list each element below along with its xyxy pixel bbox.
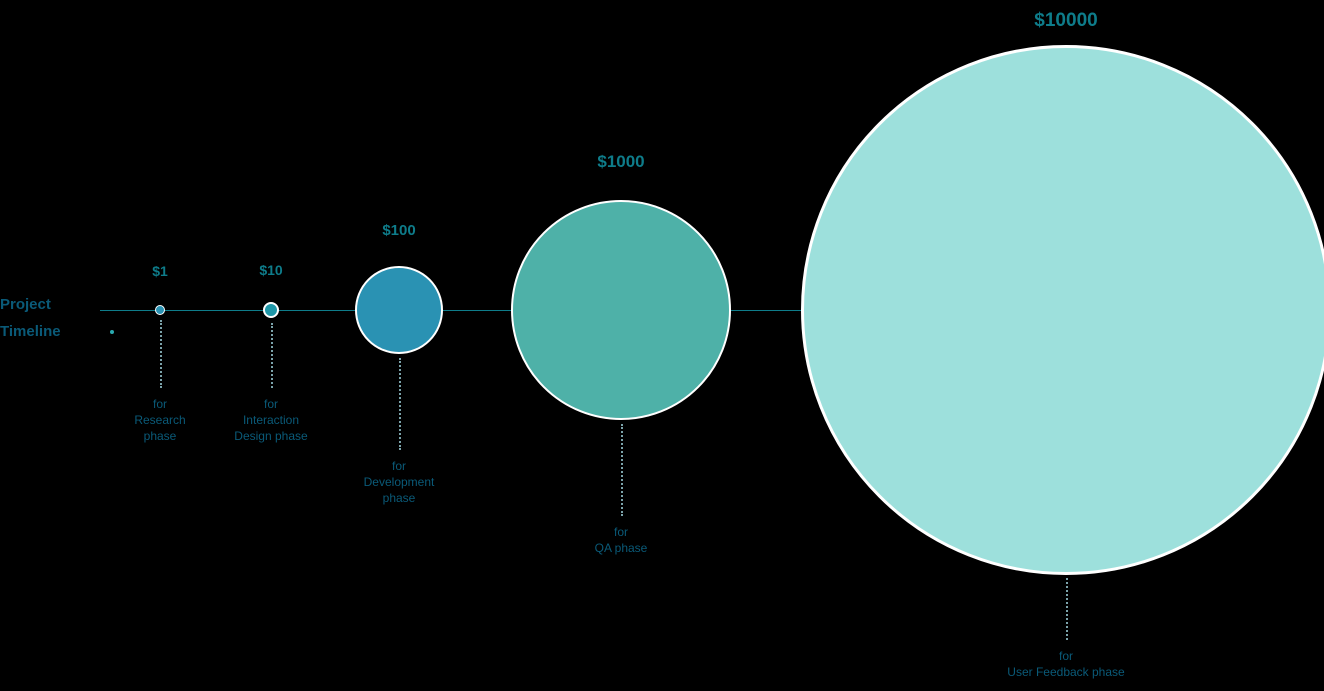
caption-user-feedback: for User Feedback phase <box>1007 648 1124 680</box>
value-label-interaction-design: $10 <box>259 262 282 278</box>
diagram-stage: Project Timeline $1 for Research phase $10… <box>0 0 1324 691</box>
value-label-development: $100 <box>382 222 415 239</box>
value-label-qa: $1000 <box>597 152 644 172</box>
caption-qa: for QA phase <box>595 524 648 556</box>
connector-user-feedback <box>1066 578 1068 640</box>
bubble-user-feedback <box>801 45 1324 575</box>
connector-development <box>399 358 401 450</box>
caption-research: for Research phase <box>134 396 185 445</box>
value-label-research: $1 <box>152 263 168 279</box>
connector-qa <box>621 424 623 516</box>
axis-label-line1: Project <box>0 294 51 315</box>
caption-development: for Development phase <box>364 458 435 507</box>
connector-interaction-design <box>271 323 273 388</box>
caption-interaction-design: for Interaction Design phase <box>234 396 307 445</box>
connector-research <box>160 320 162 388</box>
axis-label-line2: Timeline <box>0 321 61 342</box>
bubble-research <box>155 305 165 315</box>
bubble-development <box>355 266 443 354</box>
bubble-interaction-design <box>263 302 279 318</box>
value-label-user-feedback: $10000 <box>1034 10 1097 32</box>
bubble-qa <box>511 200 731 420</box>
axis-origin-tick <box>110 330 114 334</box>
